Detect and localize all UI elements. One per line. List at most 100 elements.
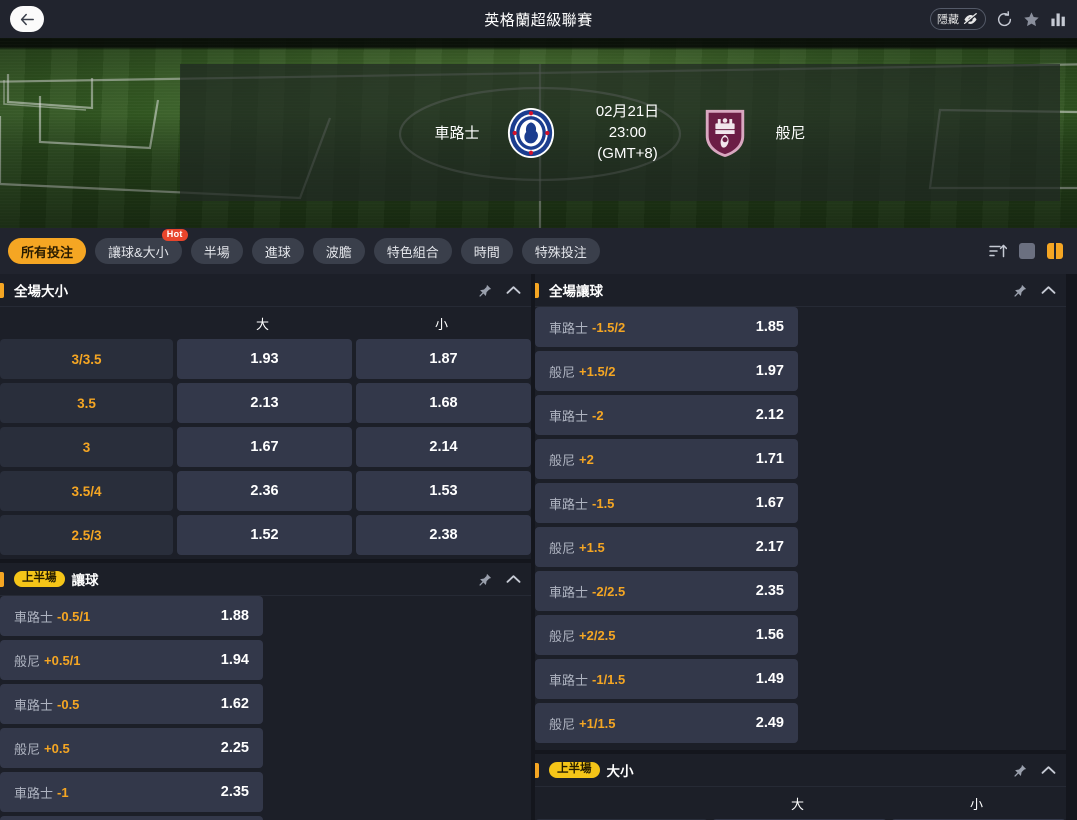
odd-under[interactable]: 1.68 xyxy=(356,383,531,423)
team-label: 般尼 xyxy=(549,540,576,556)
panel-title: 讓球 xyxy=(71,573,99,588)
table-row: 2.5/3 1.52 2.38 xyxy=(0,515,531,559)
odd-over[interactable]: 1.67 xyxy=(177,427,352,467)
handicap-option-home[interactable]: 車路士 -2 2.12 xyxy=(535,395,798,435)
stats-button[interactable] xyxy=(1050,11,1067,28)
handicap-option-away[interactable]: 般尼 +2/2.5 1.56 xyxy=(535,615,798,655)
odd-under[interactable]: 1.87 xyxy=(356,339,531,379)
handicap-option-home[interactable]: 車路士 -1 2.35 xyxy=(0,772,263,812)
star-icon xyxy=(1024,11,1039,26)
tab-goals[interactable]: 進球 xyxy=(251,238,304,264)
panel-header: 全場讓球 xyxy=(535,274,1066,307)
pin-icon[interactable] xyxy=(1014,764,1027,777)
handicap-option-home[interactable]: 車路士 -0.5/1 1.88 xyxy=(0,596,263,636)
handicap-option-home[interactable]: 車路士 -1.5 1.67 xyxy=(535,483,798,523)
pin-icon[interactable] xyxy=(479,573,492,586)
handicap-option-away[interactable]: 般尼 +0.5 2.25 xyxy=(0,728,263,768)
single-column-layout-button[interactable] xyxy=(1019,243,1035,259)
left-column: 全場大小 大 小 3/3.5 1.93 1. xyxy=(0,274,531,820)
favorite-button[interactable] xyxy=(1023,11,1040,28)
team-label: 車路士 xyxy=(14,609,54,625)
handicap-option-away[interactable]: 般尼 +2 1.71 xyxy=(535,439,798,479)
hot-badge: Hot xyxy=(161,229,188,241)
odd-under[interactable]: 1.53 xyxy=(356,471,531,511)
handicap-option-home[interactable]: 車路士 -2/2.5 2.35 xyxy=(535,571,798,611)
two-column-layout-button[interactable] xyxy=(1047,243,1063,259)
odd-under[interactable]: 2.38 xyxy=(356,515,531,555)
tab-specials-combo[interactable]: 特色組合 xyxy=(373,238,452,264)
back-arrow-icon xyxy=(20,13,34,25)
handicap-value: +0.5 xyxy=(44,740,70,756)
match-timezone: (GMT+8) xyxy=(597,145,658,162)
handicap-option-away[interactable]: 般尼 +0.5/1 1.94 xyxy=(0,640,263,680)
odd-over[interactable]: 2.36 xyxy=(177,471,352,511)
team-label: 般尼 xyxy=(549,628,576,644)
handicap-grid: 車路士 -1.5/2 1.85 般尼 +1.5/2 1.97 車路士 -2 2.… xyxy=(535,307,1066,750)
handicap-option-home[interactable]: 車路士 -1.5/2 1.85 xyxy=(535,307,798,347)
match-date: 02月21日 xyxy=(595,103,660,120)
line-value: 3.5 xyxy=(0,383,173,423)
pin-icon[interactable] xyxy=(1014,284,1027,297)
odd-over[interactable]: 2.13 xyxy=(177,383,352,423)
tab-label: 波膽 xyxy=(325,244,352,260)
odd-value: 1.94 xyxy=(220,652,249,668)
right-column: 全場讓球 車路士 -1.5/2 1.85 xyxy=(535,274,1066,820)
refresh-icon xyxy=(997,10,1012,26)
tab-all-bets[interactable]: 所有投注 xyxy=(8,238,87,264)
half-badge: 上半場 xyxy=(549,761,600,779)
refresh-button[interactable] xyxy=(996,10,1013,28)
handicap-option-home[interactable]: 車路士 -0.5 1.62 xyxy=(0,684,263,724)
odd-over[interactable]: 1.93 xyxy=(177,339,352,379)
panel-full-handicap: 全場讓球 車路士 -1.5/2 1.85 xyxy=(535,274,1066,750)
handicap-option-away[interactable]: 般尼 +1/1.5 2.49 xyxy=(535,703,798,743)
panel-full-over-under: 全場大小 大 小 3/3.5 1.93 1. xyxy=(0,274,531,559)
tab-correct-score[interactable]: 波膽 xyxy=(312,238,365,264)
tab-time[interactable]: 時間 xyxy=(460,238,513,264)
tab-label: 特殊投注 xyxy=(534,244,587,260)
bar-chart-icon xyxy=(1051,12,1065,26)
handicap-value: -1/1.5 xyxy=(592,671,626,687)
chevron-up-icon[interactable] xyxy=(1041,285,1056,296)
tab-label: 進球 xyxy=(264,244,291,260)
handicap-value: -1 xyxy=(57,784,69,800)
chevron-up-icon[interactable] xyxy=(1041,765,1056,776)
tab-label: 特色組合 xyxy=(386,244,439,260)
panel-header-tools xyxy=(479,284,521,297)
odd-value: 2.35 xyxy=(220,784,249,800)
column-header-over: 大 xyxy=(255,316,269,332)
back-button[interactable] xyxy=(10,6,44,32)
handicap-value: -0.5/1 xyxy=(57,608,91,624)
line-value: 3 xyxy=(0,427,173,467)
team-label: 車路士 xyxy=(14,785,54,801)
line-value: 2.5/3 xyxy=(0,515,173,555)
table-row: 3 1.67 2.14 xyxy=(0,427,531,471)
chevron-up-icon[interactable] xyxy=(506,574,521,585)
handicap-value: -2 xyxy=(592,407,604,423)
handicap-value: +1.5 xyxy=(579,539,605,555)
sort-button[interactable] xyxy=(989,243,1007,259)
panel-title: 全場讓球 xyxy=(549,284,603,299)
team-label: 般尼 xyxy=(14,741,41,757)
odd-under[interactable]: 2.14 xyxy=(356,427,531,467)
handicap-option-away[interactable]: 般尼 +1 1.56 xyxy=(0,816,263,820)
market-tab-bar: 所有投注 讓球&大小 Hot 半場 進球 波膽 特色組合 時間 特殊投注 xyxy=(0,228,1077,274)
chelsea-crest xyxy=(507,107,554,158)
team-label: 車路士 xyxy=(549,584,589,600)
tab-half[interactable]: 半場 xyxy=(190,238,243,264)
page-title: 英格蘭超級聯賽 xyxy=(484,11,593,29)
hide-toggle[interactable]: 隱藏 xyxy=(930,8,986,30)
tab-special-bets[interactable]: 特殊投注 xyxy=(521,238,600,264)
chevron-up-icon[interactable] xyxy=(506,285,521,296)
handicap-option-away[interactable]: 般尼 +1.5/2 1.97 xyxy=(535,351,798,391)
handicap-option-home[interactable]: 車路士 -1/1.5 1.49 xyxy=(535,659,798,699)
tab-handicap-ou[interactable]: 讓球&大小 Hot xyxy=(95,229,188,264)
pin-icon[interactable] xyxy=(479,284,492,297)
handicap-option-away[interactable]: 般尼 +1.5 2.17 xyxy=(535,527,798,567)
markets-board: 全場大小 大 小 3/3.5 1.93 1. xyxy=(0,274,1077,820)
match-time: 23:00 xyxy=(608,124,647,141)
team-label: 般尼 xyxy=(549,452,576,468)
half-badge: 上半場 xyxy=(14,570,65,588)
handicap-value: -1.5/2 xyxy=(592,319,626,335)
over-under-column-headers: 大 小 xyxy=(535,787,1066,819)
odd-over[interactable]: 1.52 xyxy=(177,515,352,555)
